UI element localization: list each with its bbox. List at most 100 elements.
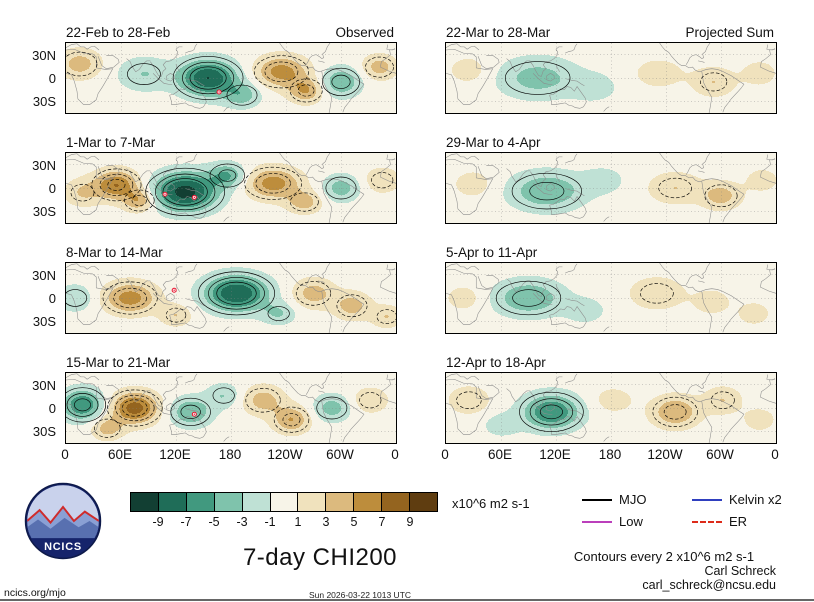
map-canvas: [65, 152, 397, 224]
lon-tick-label: 120E: [159, 447, 191, 462]
lat-tick-label: 0: [48, 71, 56, 86]
lat-tick-label: 30S: [32, 424, 56, 439]
lat-axis-labels: 30N 0 30S: [14, 44, 60, 114]
map-canvas: [445, 372, 777, 444]
lon-tick-label: 60E: [107, 447, 133, 462]
mjo-line-icon: [582, 498, 612, 501]
lon-tick-label: 0: [441, 447, 449, 462]
legend-label: ER: [729, 514, 748, 529]
colorbar-tick-labels: -9 -7 -5 -3 -1 1 3 5 7 9: [130, 515, 438, 529]
legend-item-low: Low: [582, 514, 643, 529]
colorbar-cell: [270, 493, 299, 511]
colorbar-cell: [326, 493, 355, 511]
low-line-icon: [582, 520, 612, 523]
lat-axis-labels: 30N 0 30S: [14, 374, 60, 444]
contours-note: Contours every 2 x10^6 m2 s-1: [573, 549, 755, 564]
bottom-rule: [0, 599, 814, 601]
lat-axis-labels: 30N 0 30S: [14, 264, 60, 334]
panel-title: 22-Mar to 28-Mar: [446, 25, 551, 40]
colorbar-cell: [158, 493, 187, 511]
figure-title: 7-day CHI200: [242, 544, 398, 571]
lat-tick-label: 30N: [32, 268, 56, 283]
legend-label: Kelvin x2: [729, 492, 782, 507]
lon-tick-label: 120W: [267, 447, 303, 462]
colorbar-tick: -9: [152, 515, 164, 529]
map-canvas: [65, 42, 397, 114]
lat-tick-label: 30S: [32, 94, 56, 109]
map-panel: 22-Feb to 28-Feb Observed: [65, 22, 397, 114]
lon-tick-label: 60W: [706, 447, 734, 462]
lon-tick-label: 120E: [539, 447, 571, 462]
colorbar-tick: -3: [236, 515, 248, 529]
legend-item-er: ER: [692, 514, 747, 529]
lon-tick-label: 0: [391, 447, 399, 462]
colorbar-tick: -5: [208, 515, 220, 529]
colorbar-tick: 5: [350, 515, 358, 529]
panel-title: 1-Mar to 7-Mar: [66, 135, 156, 150]
credit-email: carl_schreck@ncsu.edu: [642, 578, 776, 592]
map-panel: 1-Mar to 7-Mar: [65, 132, 397, 224]
colorbar-unit-label: x10^6 m2 s-1: [452, 496, 530, 511]
panel-title: 29-Mar to 4-Apr: [446, 135, 541, 150]
credit-name: Carl Schreck: [704, 564, 776, 578]
panel-corner-label: Observed: [335, 25, 394, 40]
lat-tick-label: 0: [48, 291, 56, 306]
lat-tick-label: 30N: [32, 158, 56, 173]
lon-tick-label: 0: [771, 447, 779, 462]
map-canvas: [445, 152, 777, 224]
lon-tick-label: 120W: [647, 447, 683, 462]
map-canvas: [65, 262, 397, 334]
colorbar-cell: [131, 493, 159, 511]
lat-tick-label: 30N: [32, 378, 56, 393]
kelvin-line-icon: [692, 498, 722, 501]
lat-tick-label: 0: [48, 401, 56, 416]
lon-tick-label: 60E: [487, 447, 513, 462]
timestamp: Sun 2026-03-22 1013 UTC: [308, 590, 412, 600]
lon-axis-labels: 0 60E 120E 180 120W 60W 0: [61, 446, 399, 464]
map-panel: 12-Apr to 18-Apr: [445, 352, 777, 444]
map-panel: 5-Apr to 11-Apr: [445, 242, 777, 334]
colorbar-cell: [186, 493, 215, 511]
lon-tick-label: 180: [598, 447, 622, 462]
map-canvas: [445, 262, 777, 334]
panel-title: 5-Apr to 11-Apr: [446, 245, 538, 260]
colorbar-cell: [242, 493, 271, 511]
colorbar-tick: 9: [406, 515, 414, 529]
panel-title: 15-Mar to 21-Mar: [66, 355, 171, 370]
lat-tick-label: 30N: [32, 48, 56, 63]
colorbar-cell: [214, 493, 243, 511]
colorbar-cell: [354, 493, 383, 511]
lat-tick-label: 30S: [32, 314, 56, 329]
map-panel: 29-Mar to 4-Apr: [445, 132, 777, 224]
panel-title: 8-Mar to 14-Mar: [66, 245, 163, 260]
legend-label: MJO: [619, 492, 647, 507]
colorbar-cell: [382, 493, 411, 511]
colorbar-tick: 7: [378, 515, 386, 529]
panel-title: 12-Apr to 18-Apr: [446, 355, 546, 370]
legend-item-mjo: MJO: [582, 492, 646, 507]
map-panel: 22-Mar to 28-Mar Projected Sum: [445, 22, 777, 114]
legend-item-kelvin: Kelvin x2: [692, 492, 782, 507]
site-link[interactable]: ncics.org/mjo: [4, 587, 66, 599]
lon-axis-labels: 0 60E 120E 180 120W 60W 0: [441, 446, 779, 464]
colorbar-tick: 3: [322, 515, 330, 529]
legend-label: Low: [619, 514, 643, 529]
lon-tick-label: 180: [218, 447, 242, 462]
panel-corner-label: Projected Sum: [685, 25, 774, 40]
ncics-logo: NCICS: [24, 482, 102, 560]
lon-tick-label: 60W: [326, 447, 354, 462]
colorbar-tick: 1: [294, 515, 302, 529]
colorbar-tick: -7: [180, 515, 192, 529]
logo-text: NCICS: [44, 541, 82, 553]
map-canvas: [445, 42, 777, 114]
lon-tick-label: 0: [61, 447, 69, 462]
map-panel: 8-Mar to 14-Mar: [65, 242, 397, 334]
colorbar-cell: [298, 493, 327, 511]
lat-tick-label: 30S: [32, 204, 56, 219]
lat-tick-label: 0: [48, 181, 56, 196]
lat-axis-labels: 30N 0 30S: [14, 154, 60, 224]
map-panel: 15-Mar to 21-Mar: [65, 352, 397, 444]
colorbar-cell: [410, 493, 437, 511]
panel-title: 22-Feb to 28-Feb: [66, 25, 171, 40]
